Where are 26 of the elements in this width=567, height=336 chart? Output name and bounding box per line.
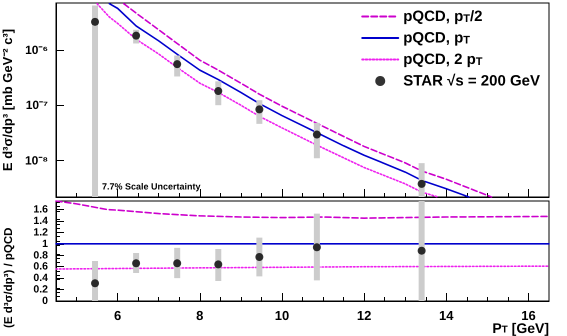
y-tick-label: 0.2 <box>33 284 48 296</box>
y-tick-label: 10⁻⁶ <box>25 42 48 57</box>
x-tick-label: 12 <box>356 308 372 323</box>
legend-label: pQCD, 2 pT <box>403 51 483 68</box>
y-tick-label: 10⁻⁷ <box>26 98 48 112</box>
y-tick-label: 10⁻⁸ <box>24 154 48 168</box>
y-tick-label: 0 <box>42 295 48 307</box>
y-axis-title: (E d³σ/dp³) / pQCD <box>3 228 15 328</box>
y-tick-label: 1 <box>42 238 48 250</box>
legend-label: pQCD, pT/2 <box>403 8 482 25</box>
x-tick-label: 8 <box>196 308 204 323</box>
x-axis-title: PT [GeV] <box>492 320 550 336</box>
annotation: 7.7% Scale Uncertainty <box>102 182 201 192</box>
legend-label: pQCD, pT <box>403 30 470 46</box>
y-tick-label: 1.6 <box>33 204 48 216</box>
legend-label: STAR √s = 200 GeV <box>403 72 540 90</box>
y-tick-label: 1.2 <box>33 226 48 238</box>
x-tick-label: 10 <box>274 308 290 323</box>
x-tick-label: 6 <box>114 308 122 323</box>
y-tick-label: 1.4 <box>33 215 48 227</box>
y-tick-label: 0.4 <box>33 272 48 284</box>
y-tick-label: 0.8 <box>33 249 48 262</box>
y-axis-title: E d³σ/dp³ [mb GeV⁻² c³] <box>0 28 16 172</box>
x-tick-label: 14 <box>439 308 454 323</box>
y-tick-label: 0.6 <box>33 260 48 273</box>
x-tick-label: 16 <box>521 308 536 323</box>
